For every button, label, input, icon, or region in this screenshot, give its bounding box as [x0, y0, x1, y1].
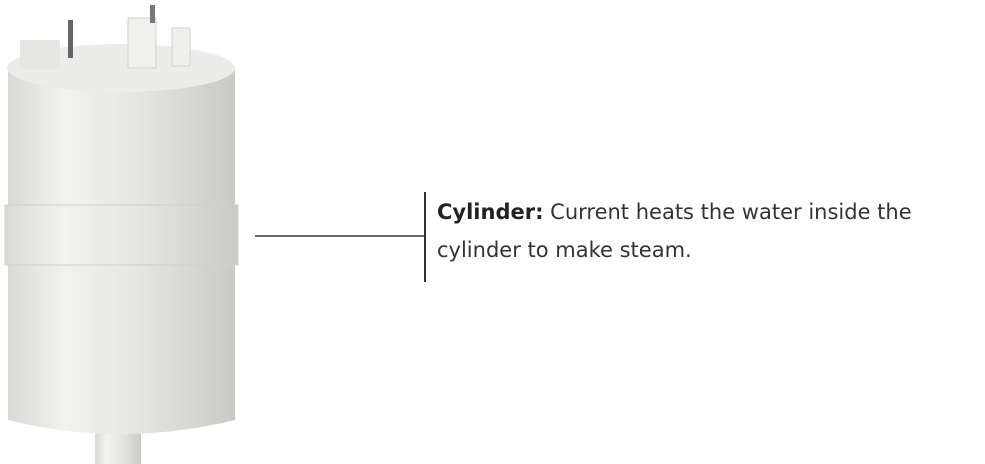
- cylinder-image: [5, 5, 238, 464]
- page: Cylinder: Current heats the water inside…: [0, 0, 985, 464]
- port: [172, 28, 190, 66]
- callout-text: Cylinder: Current heats the water inside…: [437, 193, 982, 269]
- pin: [150, 5, 155, 23]
- callout-term: Cylinder:: [437, 200, 543, 224]
- pin: [68, 20, 73, 58]
- tab: [20, 40, 60, 70]
- band: [5, 205, 238, 265]
- port: [128, 18, 156, 68]
